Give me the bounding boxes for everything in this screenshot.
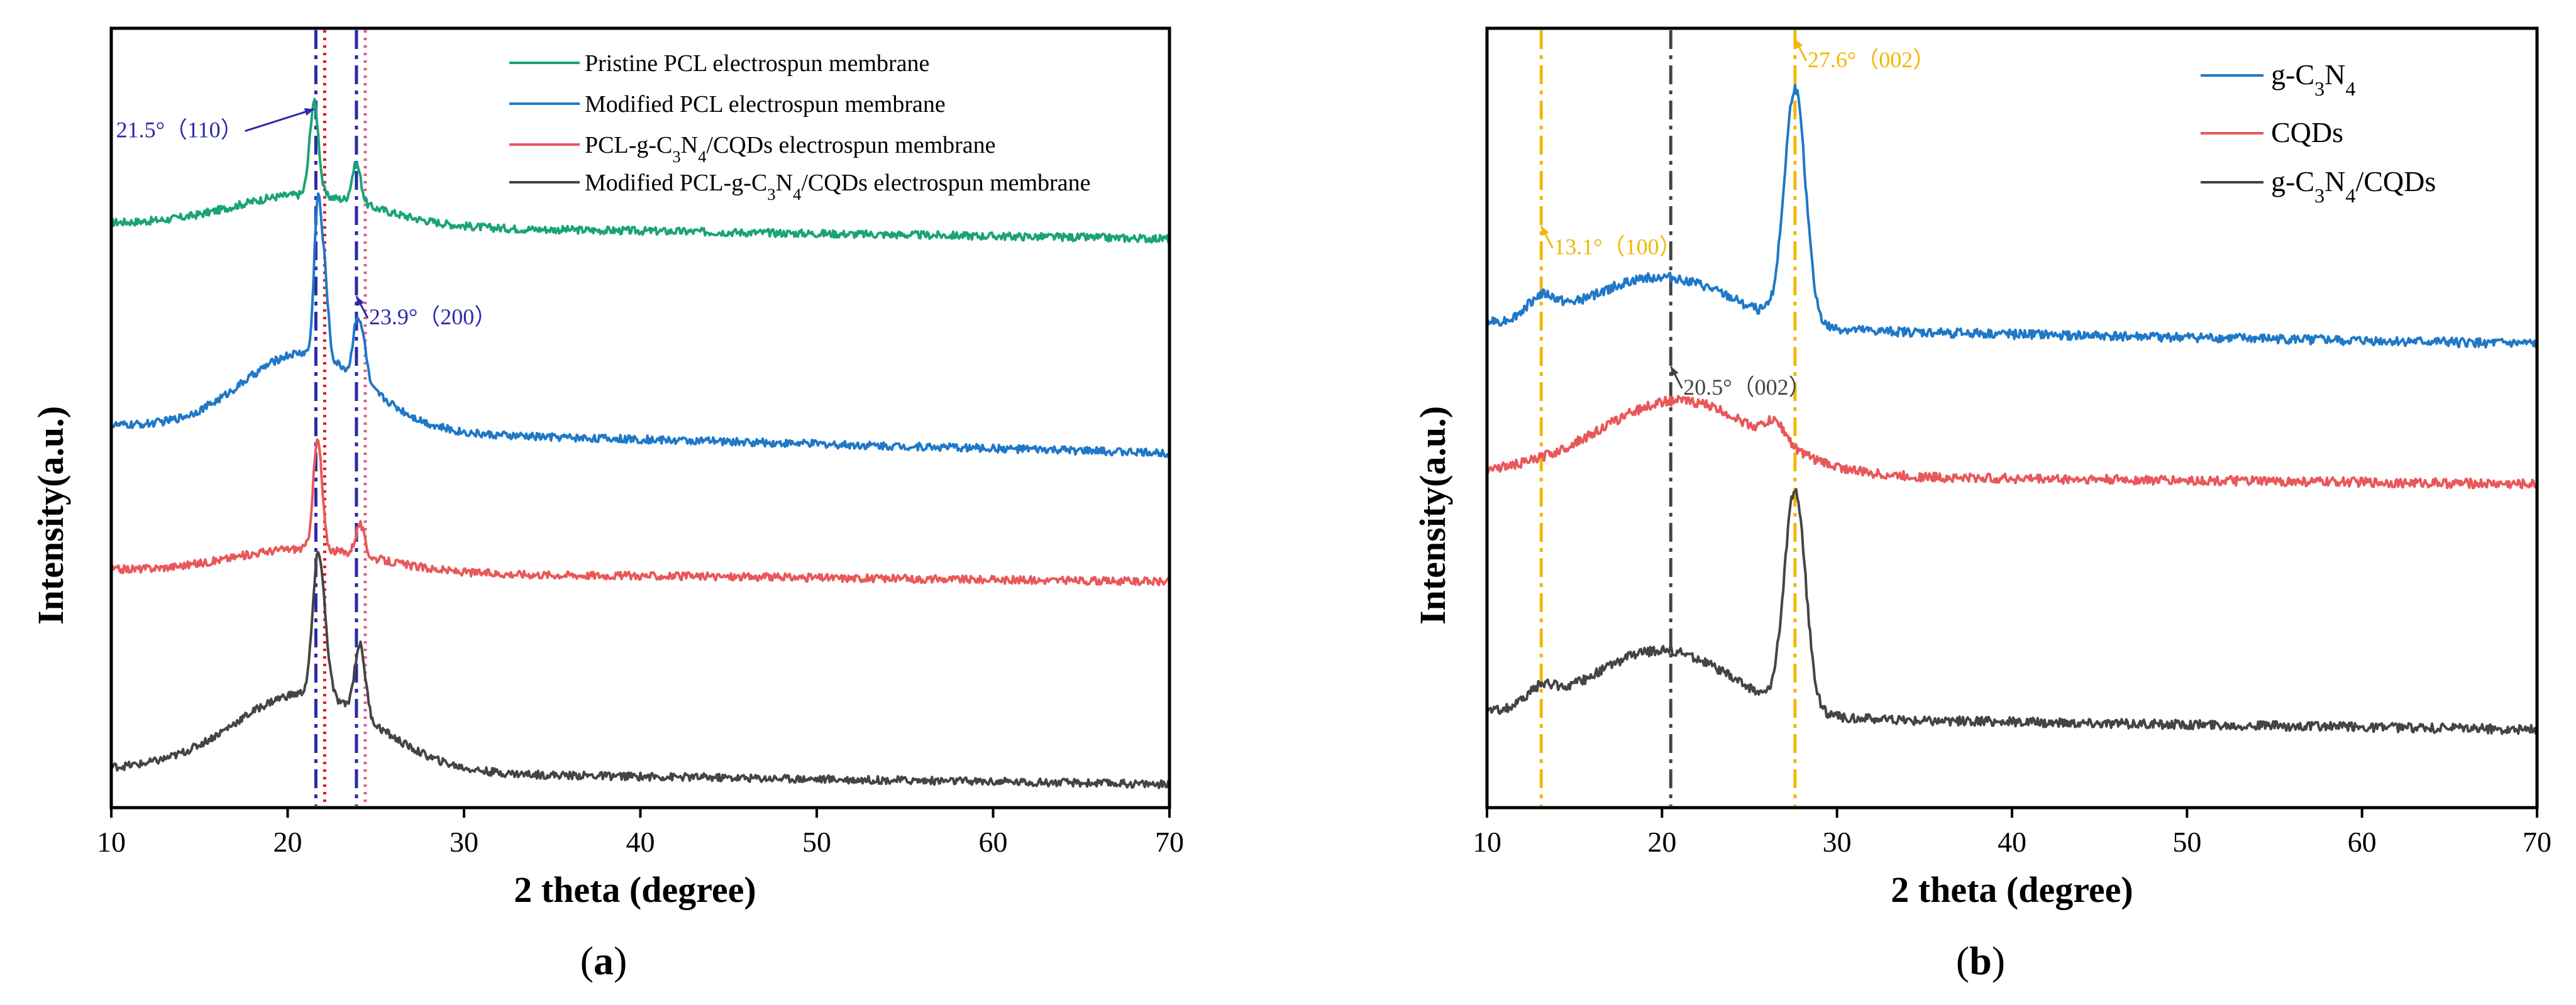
panel-a-label: (a) [580, 938, 627, 983]
series-line [110, 438, 1171, 586]
panel-a-xticks: 10 20 30 40 50 60 70 [97, 808, 1184, 858]
panel-b-reference-lines [1539, 30, 1797, 806]
annotation-arrowhead [1671, 366, 1679, 376]
panel-b-xlabel: 2 theta (degree) [1891, 869, 2133, 910]
x-tick-label: 50 [802, 826, 831, 858]
legend-label-pcl-gc3n4-cqds: PCL-g-C3N4/CQDs electrospun membrane [585, 132, 996, 166]
panel-b-series [1486, 84, 2538, 735]
x-tick-label: 70 [1155, 826, 1184, 858]
x-tick-label: 40 [1998, 826, 2026, 858]
series-line [1486, 84, 2538, 349]
panel-b-label: (b) [1956, 938, 2005, 983]
x-tick-label: 30 [450, 826, 478, 858]
panel-b-ylabel: Intensity(a.u.) [1412, 406, 1453, 625]
x-tick-label: 20 [1647, 826, 1676, 858]
panel-a-xlabel: 2 theta (degree) [514, 869, 756, 910]
panel-a-frame [109, 26, 1171, 810]
peak-annotation: 27.6°（002） [1808, 47, 1935, 72]
legend-label-cqds: CQDs [2271, 116, 2343, 148]
annotation-arrowhead [1541, 226, 1549, 236]
x-tick-label: 20 [274, 826, 302, 858]
peak-annotation: 20.5°（002） [1683, 375, 1811, 400]
series-line [110, 551, 1171, 789]
legend-label-modified-pcl: Modified PCL electrospun membrane [585, 91, 946, 118]
panel-b-annotations: 13.1°（100） 20.5°（002） 27.6°（002） [1540, 38, 1935, 400]
panel-b-frame [1485, 26, 2539, 810]
panel-a-ylabel: Intensity(a.u.) [30, 406, 71, 625]
x-tick-label: 40 [626, 826, 655, 858]
x-tick-label: 50 [2172, 826, 2201, 858]
x-tick-label: 60 [979, 826, 1008, 858]
panel-a-reference-lines [314, 30, 367, 806]
legend-label-modified-pcl-gc3n4-cqds: Modified PCL-g-C3N4/CQDs electrospun mem… [585, 170, 1090, 204]
panel-b-legend: g-C3N4 CQDs g-C3N4/CQDs [2201, 58, 2436, 207]
peak-annotation: 21.5°（110） [116, 118, 243, 143]
x-tick-label: 70 [2523, 826, 2551, 858]
x-tick-label: 10 [1473, 826, 1501, 858]
peak-annotation: 23.9°（200） [369, 304, 497, 329]
annotation-arrowhead [304, 108, 314, 116]
legend-label-pristine-pcl: Pristine PCL electrospun membrane [585, 50, 929, 77]
series-line [1486, 395, 2538, 490]
annotation-arrow [245, 108, 315, 133]
annotation-arrowhead [1794, 39, 1803, 49]
panel-a-chart: Intensity(a.u.) 2 theta (degree) (a) 10 2… [30, 26, 1184, 983]
x-tick-label: 60 [2348, 826, 2377, 858]
series-line [111, 97, 1171, 244]
annotation-arrowhead [356, 296, 365, 307]
panel-a-series [110, 97, 1171, 789]
peak-annotation: 13.1°（100） [1554, 234, 1681, 260]
legend-label-gc3n4-cqds: g-C3N4/CQDs [2271, 165, 2436, 207]
legend-label-gc3n4: g-C3N4 [2271, 58, 2355, 100]
series-line [110, 192, 1170, 458]
panel-b-xticks: 10 20 30 40 50 60 70 [1473, 808, 2551, 858]
x-tick-label: 10 [97, 826, 126, 858]
panel-b-chart: Intensity(a.u.) 2 theta (degree) (b) 10 2… [1412, 26, 2551, 983]
panel-a-legend: Pristine PCL electrospun membrane Modifi… [509, 50, 1090, 204]
panel-a-annotations: 21.5°（110） 23.9°（200） [116, 108, 497, 329]
x-tick-label: 30 [1823, 826, 1852, 858]
series-line [1486, 488, 2538, 735]
